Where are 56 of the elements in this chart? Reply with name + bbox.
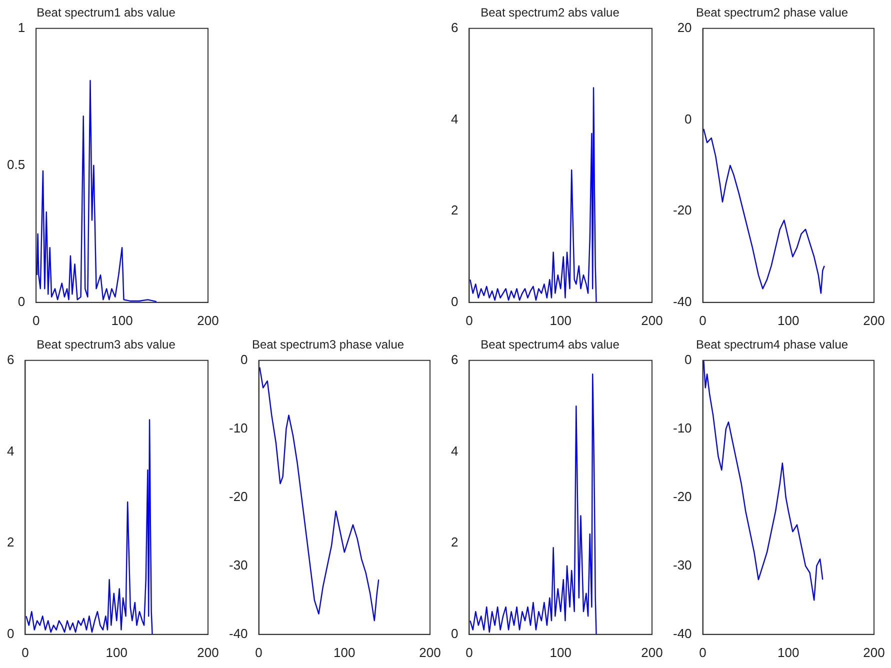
x-tick-label: 100 <box>778 312 800 328</box>
y-tick-label: -40 <box>672 626 692 641</box>
y-tick-label: -40 <box>672 294 692 309</box>
y-tick-label: -20 <box>228 488 248 504</box>
y-tick-label: 20 <box>677 20 692 35</box>
x-tick-label: 0 <box>699 644 706 660</box>
y-tick-label: 0 <box>684 111 692 126</box>
y-tick-label: 6 <box>450 352 458 367</box>
x-tick-label: 200 <box>863 644 885 660</box>
y-tick-label: 2 <box>450 534 458 550</box>
x-tick-label: 200 <box>419 644 441 660</box>
y-tick-label: 2 <box>6 534 14 550</box>
x-tick-label: 100 <box>106 644 128 660</box>
y-tick-label: 0 <box>18 294 26 309</box>
y-tick-label: 0 <box>684 352 692 367</box>
y-tick-label: -40 <box>228 626 248 641</box>
x-tick-label: 200 <box>641 312 663 328</box>
x-tick-label: 200 <box>863 312 885 328</box>
y-tick-label: 6 <box>6 352 14 367</box>
x-tick-label: 200 <box>197 644 219 660</box>
y-tick-label: 0 <box>450 294 458 309</box>
x-tick-label: 200 <box>641 644 663 660</box>
chart-title: Beat spectrum4 abs value <box>480 338 620 352</box>
chart-title: Beat spectrum1 abs value <box>36 6 176 20</box>
y-tick-label: -20 <box>672 202 692 218</box>
x-tick-label: 100 <box>778 644 800 660</box>
y-tick-label: 4 <box>450 111 458 126</box>
y-tick-label: 0 <box>450 626 458 641</box>
y-tick-label: 2 <box>450 202 458 218</box>
chart-title: Beat spectrum3 abs value <box>36 338 176 352</box>
x-tick-label: 100 <box>550 644 572 660</box>
y-tick-label: 4 <box>450 443 458 458</box>
y-tick-label: -20 <box>672 488 692 504</box>
y-tick-label: 1 <box>18 20 26 35</box>
x-tick-label: 200 <box>197 312 219 328</box>
x-tick-label: 100 <box>550 312 572 328</box>
y-tick-label: -30 <box>672 557 692 572</box>
y-tick-label: -10 <box>228 420 248 436</box>
y-tick-label: -30 <box>228 557 248 572</box>
chart-title: Beat spectrum4 phase value <box>696 338 848 352</box>
x-tick-label: 0 <box>466 312 473 328</box>
y-tick-label: 0 <box>240 352 248 367</box>
y-tick-label: 0.5 <box>6 156 26 172</box>
y-tick-label: 4 <box>6 443 14 458</box>
x-tick-label: 0 <box>32 312 40 328</box>
y-tick-label: -10 <box>672 420 692 436</box>
chart-title: Beat spectrum2 abs value <box>480 6 620 20</box>
x-tick-label: 0 <box>699 312 706 328</box>
y-tick-label: 6 <box>450 20 458 35</box>
x-tick-label: 100 <box>111 312 133 328</box>
x-tick-label: 0 <box>466 644 473 660</box>
x-tick-label: 100 <box>334 644 356 660</box>
y-tick-label: 0 <box>6 626 14 641</box>
chart-title: Beat spectrum2 phase value <box>696 6 848 20</box>
x-tick-label: 0 <box>255 644 262 660</box>
chart-title: Beat spectrum3 phase value <box>252 338 404 352</box>
